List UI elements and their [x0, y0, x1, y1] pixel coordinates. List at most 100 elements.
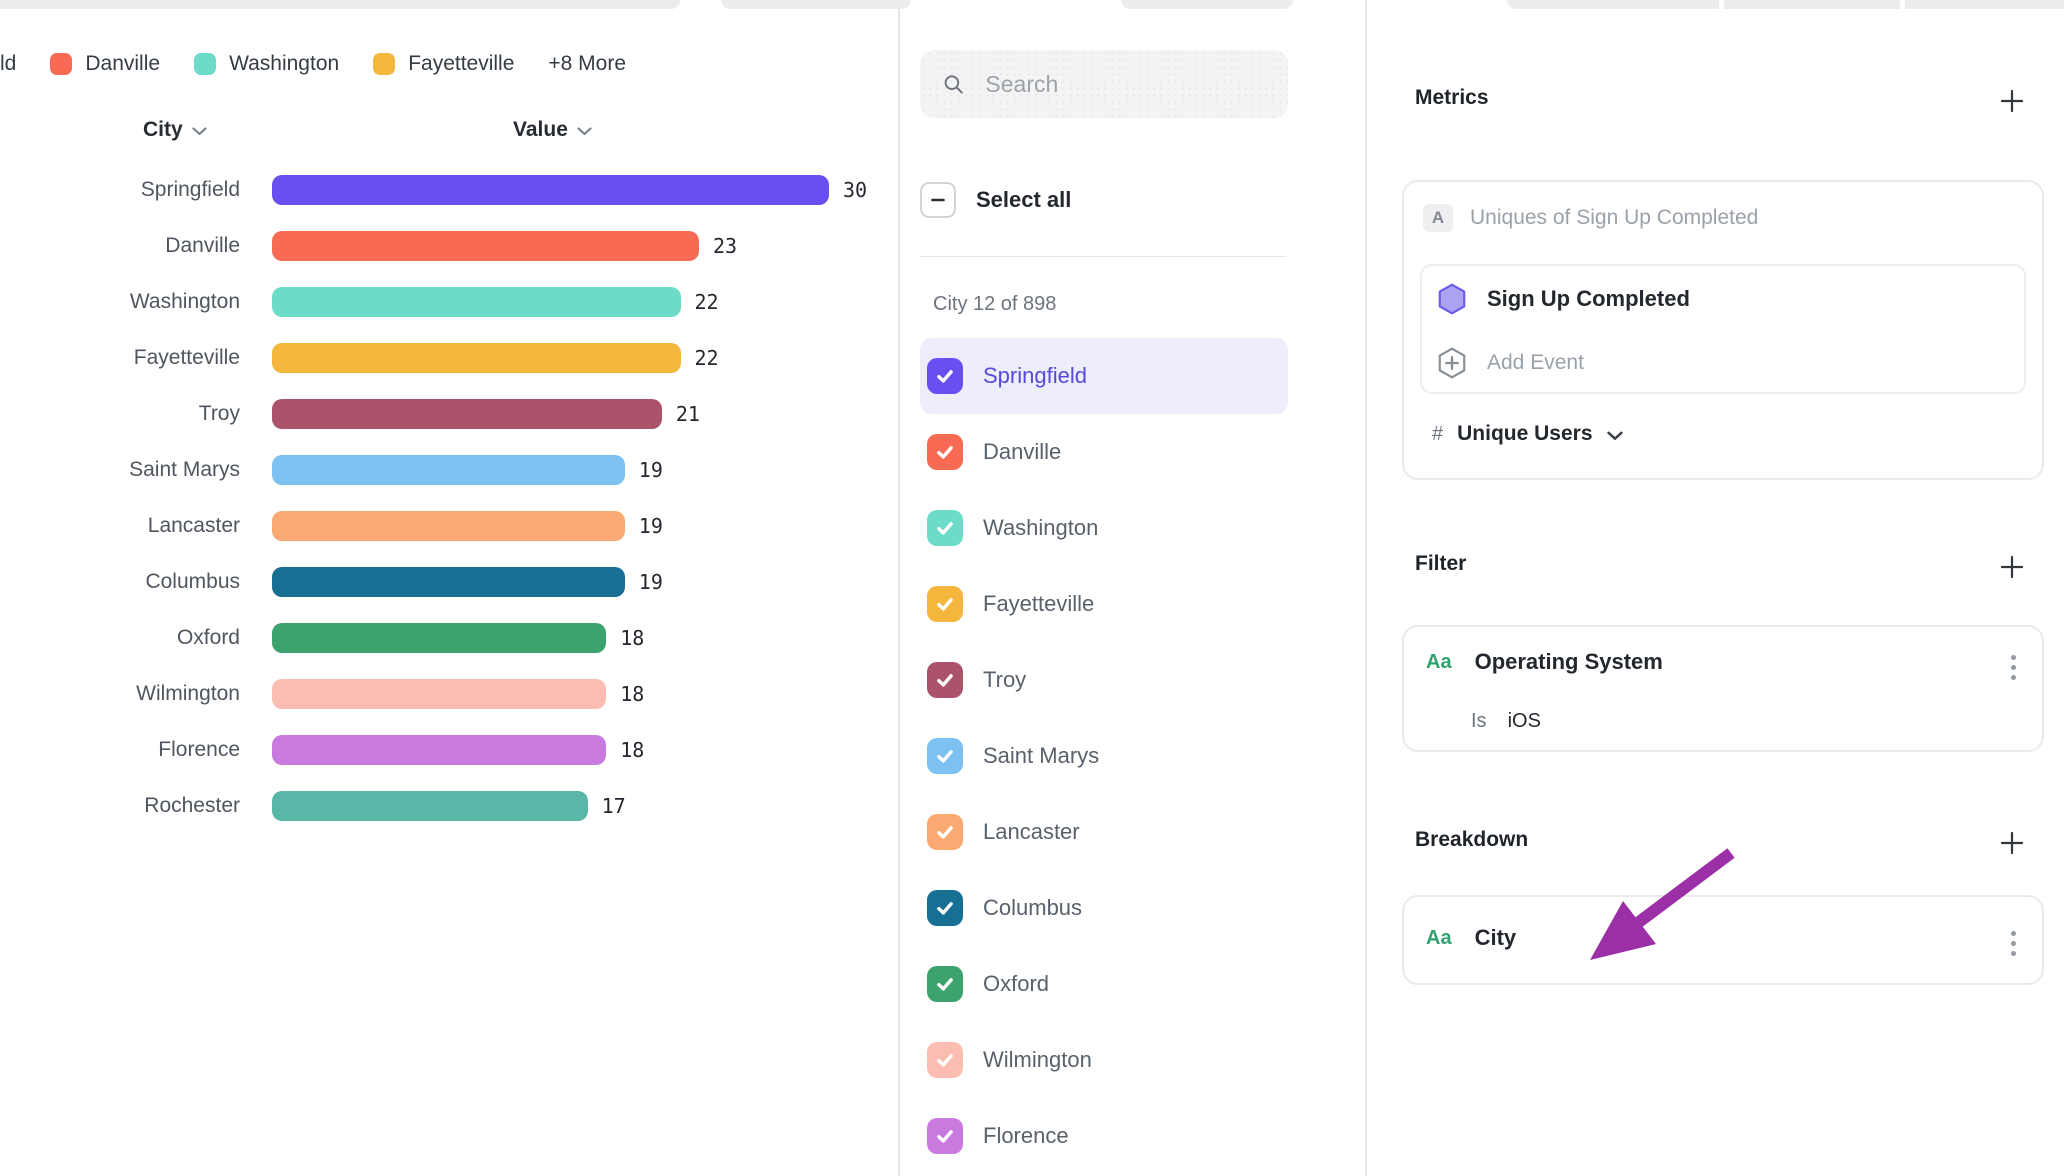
property-type-badge: Aa — [1426, 926, 1452, 949]
city-label: Lancaster — [983, 819, 1080, 844]
filter-value[interactable]: iOS — [1507, 710, 1541, 732]
cropped-toolbar-tab — [1507, 0, 1719, 9]
bar[interactable] — [272, 287, 681, 317]
checkmark-icon — [937, 826, 953, 839]
city-checkbox-row[interactable]: Fayetteville — [920, 566, 1288, 642]
chart-row: Lancaster 19 — [0, 498, 898, 554]
filter-kebab-menu[interactable] — [2007, 651, 2020, 684]
legend-more-label[interactable]: +8 More — [548, 52, 627, 75]
column-header-value[interactable]: Value — [513, 118, 592, 142]
filter-section-title: Filter — [1415, 552, 1467, 575]
chevron-down-icon — [1606, 431, 1623, 440]
add-filter-button[interactable] — [1998, 553, 2026, 581]
bar[interactable] — [272, 791, 588, 821]
bar[interactable] — [272, 679, 607, 709]
search-input[interactable] — [985, 70, 1266, 98]
chart-row: Oxford 18 — [0, 610, 898, 666]
bar-category-label: Florence — [158, 738, 240, 761]
city-checkbox-row[interactable]: Washington — [920, 490, 1288, 566]
chart-row: Florence 18 — [0, 722, 898, 778]
bar-category-label: Columbus — [145, 570, 240, 593]
breakdown-kebab-menu[interactable] — [2007, 927, 2020, 960]
checkbox-checked[interactable] — [927, 358, 963, 394]
legend-item[interactable]: Fayetteville — [373, 52, 514, 76]
checkbox-checked[interactable] — [927, 434, 963, 470]
minus-icon — [931, 198, 945, 202]
checkbox-checked[interactable] — [927, 1042, 963, 1078]
city-checkbox-row[interactable]: Oxford — [920, 946, 1288, 1022]
checkmark-icon — [937, 902, 953, 915]
city-checkbox-row[interactable]: Columbus — [920, 870, 1288, 946]
city-checkbox-row[interactable]: Springfield — [920, 338, 1288, 414]
checkbox-checked[interactable] — [927, 586, 963, 622]
select-all-row[interactable]: Select all — [920, 182, 1071, 218]
add-metric-button[interactable] — [1998, 87, 2026, 115]
column-header-city-label: City — [143, 118, 183, 141]
checkbox-checked[interactable] — [927, 890, 963, 926]
bar[interactable] — [272, 343, 681, 373]
bar[interactable] — [272, 511, 625, 541]
legend-label: Fayetteville — [408, 52, 515, 75]
plus-icon — [2000, 89, 2024, 113]
city-checkbox-row[interactable]: Lancaster — [920, 794, 1288, 870]
city-checkbox-row[interactable]: Danville — [920, 414, 1288, 490]
legend-swatch — [50, 53, 73, 75]
measure-label: Unique Users — [1457, 422, 1593, 445]
legend-item[interactable]: Danville — [50, 52, 160, 76]
search-box[interactable] — [920, 50, 1288, 118]
city-checkbox-row[interactable]: Saint Marys — [920, 718, 1288, 794]
cropped-toolbar-tab — [721, 0, 911, 9]
event-hexagon-icon — [1438, 283, 1466, 315]
select-all-checkbox-indeterminate[interactable] — [920, 182, 956, 218]
city-label: Troy — [983, 667, 1027, 692]
checkbox-checked[interactable] — [927, 510, 963, 546]
filter-property-label[interactable]: Operating System — [1474, 649, 1663, 674]
plus-icon — [2000, 831, 2024, 855]
metric-card: A Uniques of Sign Up Completed Sign Up C… — [1402, 180, 2044, 480]
checkbox-checked[interactable] — [927, 662, 963, 698]
chart-rows: Springfield 30 Danville 23 Washington 22… — [0, 162, 898, 834]
checkmark-icon — [937, 370, 953, 383]
chart-row: Washington 22 — [0, 274, 898, 330]
bar[interactable] — [272, 399, 662, 429]
legend-item[interactable]: Washington — [194, 52, 339, 76]
add-breakdown-button[interactable] — [1998, 829, 2026, 857]
city-selector-panel: Select all City 12 of 898 Springfield Da… — [898, 0, 1367, 1176]
bar[interactable] — [272, 735, 607, 765]
bar-category-label: Washington — [129, 290, 240, 313]
checkbox-checked[interactable] — [927, 738, 963, 774]
column-header-city[interactable]: City — [143, 118, 207, 142]
city-count-label: City 12 of 898 — [933, 293, 1057, 315]
city-checkbox-list: Springfield Danville Washington Fayettev… — [920, 338, 1288, 1174]
checkbox-checked[interactable] — [927, 814, 963, 850]
sort-chevron-icon — [577, 127, 592, 136]
bar[interactable] — [272, 175, 829, 205]
bar-value-label: 18 — [620, 682, 645, 706]
checkmark-icon — [937, 750, 953, 763]
sort-chevron-icon — [192, 127, 207, 136]
add-event-hexagon-icon — [1438, 347, 1466, 379]
panel-divider — [1365, 0, 1367, 1176]
select-all-label: Select all — [976, 187, 1072, 212]
bar[interactable] — [272, 455, 625, 485]
bar[interactable] — [272, 567, 625, 597]
chart-legend: ld Danville Washington Fayetteville +8 M… — [0, 52, 626, 76]
bar[interactable] — [272, 231, 699, 261]
add-event-row[interactable]: Add Event — [1435, 346, 1584, 380]
city-checkbox-row[interactable]: Florence — [920, 1098, 1288, 1174]
city-label: Springfield — [983, 363, 1087, 388]
measure-selector[interactable]: # Unique Users — [1432, 422, 1623, 446]
city-checkbox-row[interactable]: Troy — [920, 642, 1288, 718]
bar-value-label: 21 — [675, 402, 700, 426]
legend-label: Danville — [85, 52, 161, 75]
chart-row: Wilmington 18 — [0, 666, 898, 722]
event-row[interactable]: Sign Up Completed — [1435, 282, 1690, 316]
bar-category-label: Danville — [165, 234, 240, 257]
plus-icon — [2000, 555, 2024, 579]
bar[interactable] — [272, 623, 607, 653]
checkbox-checked[interactable] — [927, 966, 963, 1002]
city-checkbox-row[interactable]: Wilmington — [920, 1022, 1288, 1098]
checkbox-checked[interactable] — [927, 1118, 963, 1154]
filter-operator[interactable]: Is — [1471, 710, 1487, 732]
breakdown-property-label[interactable]: City — [1474, 925, 1517, 950]
